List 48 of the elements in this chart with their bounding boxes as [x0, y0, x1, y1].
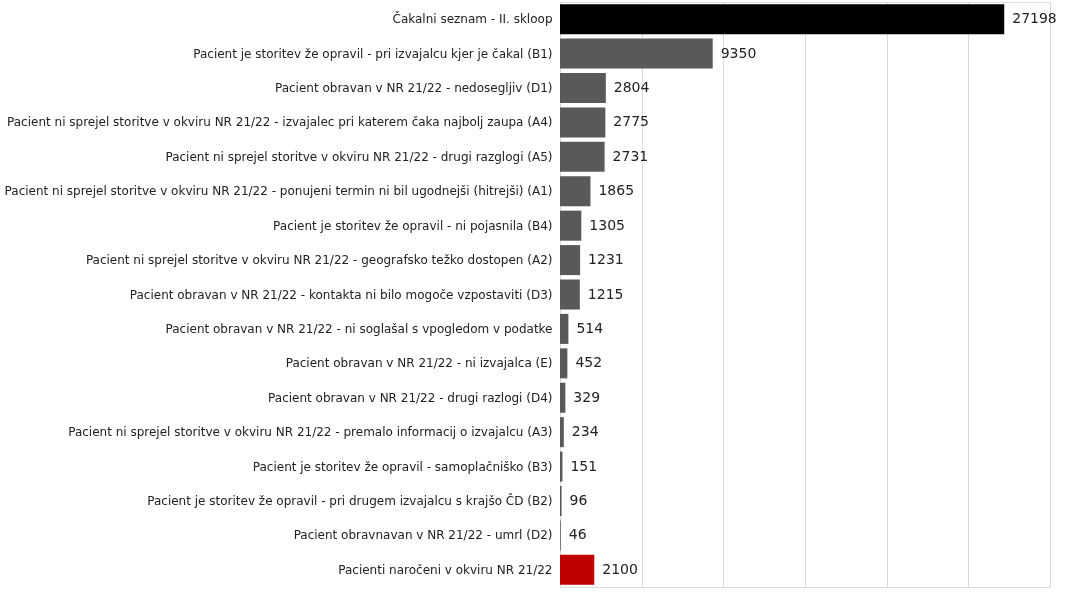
data-label: 27198 — [1012, 10, 1057, 27]
data-label: 1865 — [598, 182, 635, 199]
bar — [560, 417, 564, 448]
bar — [560, 141, 605, 172]
bar — [560, 176, 591, 207]
y-tick-label: Čakalni seznam - II. skloop — [392, 11, 553, 27]
y-tick-label: Pacient je storitev že opravil - pri izvajalcu kjer je čakal (B1) — [193, 46, 553, 61]
data-label: 2731 — [612, 147, 649, 164]
data-label: 46 — [568, 526, 587, 543]
bar — [560, 107, 606, 138]
bar — [560, 554, 595, 585]
bar — [560, 245, 581, 276]
data-label: 234 — [571, 423, 599, 440]
data-label: 151 — [570, 457, 598, 474]
data-label: 514 — [576, 319, 604, 336]
y-tick-label: Pacient je storitev že opravil - samoplačniško (B3) — [252, 459, 553, 474]
data-label: 2775 — [613, 113, 649, 130]
y-tick-label: Pacient obravan v NR 21/22 - kontakta ni bilo mogoče vzpostaviti (D3) — [129, 287, 553, 302]
bar — [560, 38, 713, 69]
data-label: 452 — [575, 354, 603, 371]
y-tick-label: Pacient ni sprejel storitve v okviru NR 21/22 - ponujeni termin ni bil ugodnejši (hitrejši) (A1) — [4, 184, 553, 199]
y-tick-label: Pacient je storitev že opravil - pri drugem izvajalcu s krajšo ČD (B2) — [147, 492, 553, 508]
data-label: 9350 — [720, 44, 757, 61]
bar — [560, 382, 566, 413]
data-label: 2804 — [613, 79, 650, 96]
data-label: 2100 — [602, 560, 638, 577]
bar — [560, 73, 606, 104]
data-label: 1231 — [588, 251, 624, 268]
y-tick-label: Pacient ni sprejel storitve v okviru NR 21/22 - premalo informacij o izvajalcu (A3) — [68, 425, 553, 440]
bar — [560, 279, 580, 310]
y-tick-label: Pacient obravnavan v NR 21/22 - umrl (D2) — [293, 528, 553, 543]
bar — [560, 4, 1005, 35]
data-label: 1215 — [587, 285, 624, 302]
data-label: 1305 — [589, 216, 625, 233]
y-tick-label: Pacient ni sprejel storitve v okviru NR 21/22 - drugi razglogi (A5) — [165, 149, 553, 164]
y-tick-label: Pacient ni sprejel storitve v okviru NR 21/22 - geografsko težko dostopen (A2) — [85, 253, 553, 268]
y-tick-label: Pacient obravan v NR 21/22 - nedosegljiv (D1) — [274, 81, 553, 96]
bar — [560, 313, 569, 344]
y-tick-label: Pacient ni sprejel storitve v okviru NR 21/22 - izvajalec pri katerem čaka najbolj zaupa (A4) — [7, 115, 553, 130]
y-tick-label: Pacient je storitev že opravil - ni pojasnila (B4) — [273, 218, 553, 233]
y-tick-label: Pacient obravan v NR 21/22 - ni izvajalca (E) — [285, 356, 553, 371]
y-tick-label: Pacient obravan v NR 21/22 - ni soglašal s vpogledom v podatke — [165, 321, 553, 336]
data-label: 329 — [573, 388, 601, 405]
y-tick-label: Pacienti naročeni v okviru NR 21/22 — [338, 562, 553, 577]
data-label: 96 — [569, 491, 588, 508]
bar — [560, 348, 568, 379]
bar — [560, 210, 582, 241]
y-tick-label: Pacient obravan v NR 21/22 - drugi razlogi (D4) — [268, 390, 553, 405]
